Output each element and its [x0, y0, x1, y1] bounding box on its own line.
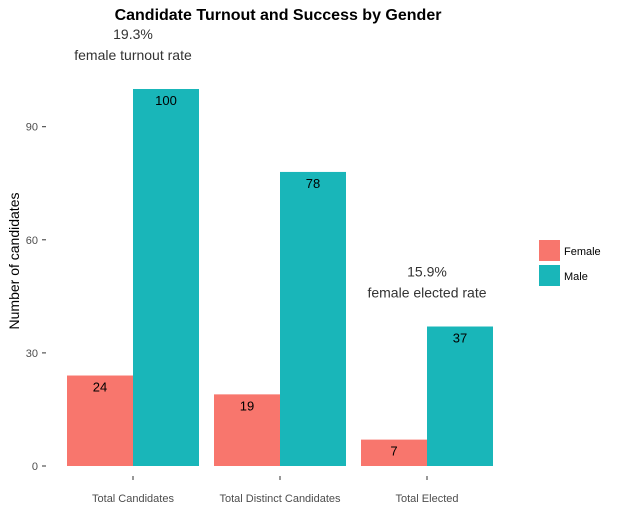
x-tick-label: Total Distinct Candidates [219, 493, 341, 505]
y-tick-label: 60 [26, 235, 38, 247]
bar-value-label: 19 [240, 398, 254, 413]
bar-value-label: 78 [306, 176, 320, 191]
annotation-text: 19.3% [113, 26, 153, 42]
x-tick-label: Total Elected [396, 493, 459, 505]
annotation-text: female elected rate [367, 285, 486, 301]
y-tick-label: 90 [26, 122, 38, 134]
bar-value-label: 7 [390, 444, 397, 459]
y-tick-label: 0 [32, 461, 38, 473]
bar-female [214, 394, 280, 466]
legend-label-male: Male [564, 271, 588, 283]
bar-value-label: 37 [453, 331, 467, 346]
x-tick-label: Total Candidates [92, 493, 174, 505]
bar-male [280, 171, 346, 466]
chart-title: Candidate Turnout and Success by Gender [115, 7, 442, 24]
bar-value-label: 100 [155, 93, 177, 108]
y-tick-label: 30 [26, 348, 38, 360]
bar-male [133, 89, 199, 466]
legend-swatch-male [539, 265, 560, 286]
bar-female [67, 375, 133, 466]
plot-area: 0 30 60 90 24 100 Total Candidates 19 78 Total Di… [26, 26, 493, 505]
bar-value-label: 24 [93, 380, 107, 395]
annotation-text: female turnout rate [74, 47, 192, 63]
legend-swatch-female [539, 240, 560, 261]
legend-label-female: Female [564, 246, 601, 258]
y-axis-label: Number of candidates [6, 193, 22, 330]
bar-male [427, 326, 493, 466]
bar-female [361, 439, 427, 466]
annotation-text: 15.9% [407, 264, 447, 280]
legend: Female Male [539, 240, 601, 286]
